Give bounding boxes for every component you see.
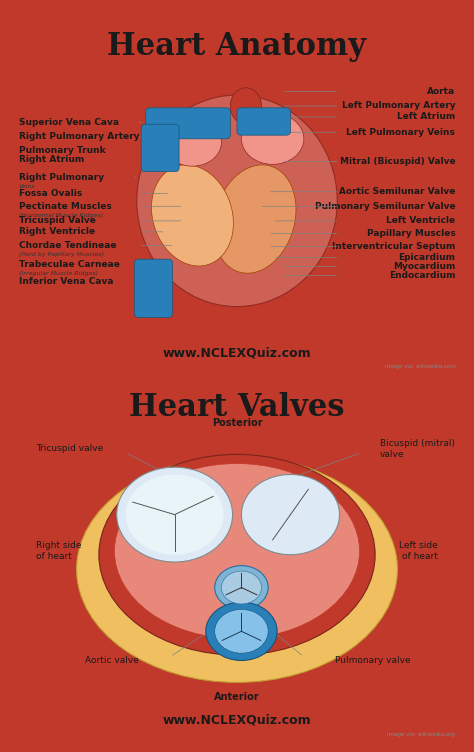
Text: www.NCLEXQuiz.com: www.NCLEXQuiz.com <box>163 347 311 359</box>
Text: Aorta: Aorta <box>427 87 456 96</box>
Text: Pulmonary Semilunar Valve: Pulmonary Semilunar Valve <box>315 202 456 211</box>
Text: Left Pulmonary Veins: Left Pulmonary Veins <box>346 128 456 137</box>
FancyBboxPatch shape <box>135 259 173 317</box>
Text: Myocardium: Myocardium <box>393 262 456 271</box>
Text: Endocardium: Endocardium <box>389 271 456 280</box>
Text: Inferior Vena Cava: Inferior Vena Cava <box>18 277 113 286</box>
Text: Pulmonary Trunk: Pulmonary Trunk <box>18 146 105 155</box>
Ellipse shape <box>241 475 339 555</box>
Text: Veins: Veins <box>18 183 36 189</box>
Text: Left Pulmonary Artery: Left Pulmonary Artery <box>342 102 456 111</box>
Text: (Held by Papillary Muscles): (Held by Papillary Muscles) <box>18 252 104 257</box>
Text: Mitral (Bicuspid) Valve: Mitral (Bicuspid) Valve <box>340 157 456 166</box>
FancyBboxPatch shape <box>141 124 179 171</box>
Text: Epicardium: Epicardium <box>398 253 456 262</box>
Text: Aortic Semilunar Valve: Aortic Semilunar Valve <box>339 187 456 196</box>
Text: image via: wikipedia.org: image via: wikipedia.org <box>387 732 456 737</box>
FancyBboxPatch shape <box>237 108 291 135</box>
Text: Left Atrium: Left Atrium <box>397 113 456 121</box>
Text: Fossa Ovalis: Fossa Ovalis <box>18 189 82 198</box>
Text: Trabeculae Carneae: Trabeculae Carneae <box>18 260 119 269</box>
Ellipse shape <box>206 602 277 660</box>
Text: Aortic valve: Aortic valve <box>85 656 139 665</box>
Text: Papillary Muscles: Papillary Muscles <box>366 229 456 238</box>
Ellipse shape <box>126 475 224 555</box>
Text: Right Atrium: Right Atrium <box>18 155 84 164</box>
Text: Tricuspid Valve: Tricuspid Valve <box>18 217 96 226</box>
Text: Heart Anatomy: Heart Anatomy <box>108 32 366 62</box>
Ellipse shape <box>77 456 397 682</box>
Text: Pulmonary valve: Pulmonary valve <box>335 656 410 665</box>
Text: Anterior: Anterior <box>214 692 260 702</box>
Ellipse shape <box>99 454 375 655</box>
Text: Superior Vena Cava: Superior Vena Cava <box>18 118 118 127</box>
FancyBboxPatch shape <box>146 108 230 139</box>
Ellipse shape <box>214 165 296 273</box>
Text: Posterior: Posterior <box>212 418 262 429</box>
Text: Left Ventricle: Left Ventricle <box>386 217 456 226</box>
Text: Right Ventricle: Right Ventricle <box>18 227 95 236</box>
Text: Right side
of heart: Right side of heart <box>36 541 82 561</box>
Ellipse shape <box>241 114 304 165</box>
Ellipse shape <box>221 571 262 604</box>
Ellipse shape <box>164 119 221 166</box>
Text: Left side
of heart: Left side of heart <box>399 541 438 561</box>
Text: Right Pulmonary Artery: Right Pulmonary Artery <box>18 132 139 141</box>
Text: Bicuspid (mitral)
valve: Bicuspid (mitral) valve <box>380 439 455 459</box>
Text: Interventricular Septum: Interventricular Septum <box>332 242 456 251</box>
Text: Tricuspid valve: Tricuspid valve <box>36 444 103 453</box>
Text: image via: wikipedia.com: image via: wikipedia.com <box>384 364 456 368</box>
Ellipse shape <box>117 467 233 562</box>
Text: (Horizontal Muscle Ridges): (Horizontal Muscle Ridges) <box>18 213 103 218</box>
Ellipse shape <box>114 463 359 638</box>
Text: Chordae Tendineae: Chordae Tendineae <box>18 241 116 250</box>
Text: Pectinate Muscles: Pectinate Muscles <box>18 202 111 211</box>
Ellipse shape <box>137 95 337 307</box>
Ellipse shape <box>215 609 268 653</box>
Text: www.NCLEXQuiz.com: www.NCLEXQuiz.com <box>163 714 311 727</box>
Ellipse shape <box>215 566 268 609</box>
Text: Heart Valves: Heart Valves <box>129 393 345 423</box>
Text: Right Pulmonary: Right Pulmonary <box>18 173 104 182</box>
Text: (Irregular Muscle Ridges): (Irregular Muscle Ridges) <box>18 271 98 276</box>
Ellipse shape <box>152 165 233 266</box>
Ellipse shape <box>230 88 262 124</box>
